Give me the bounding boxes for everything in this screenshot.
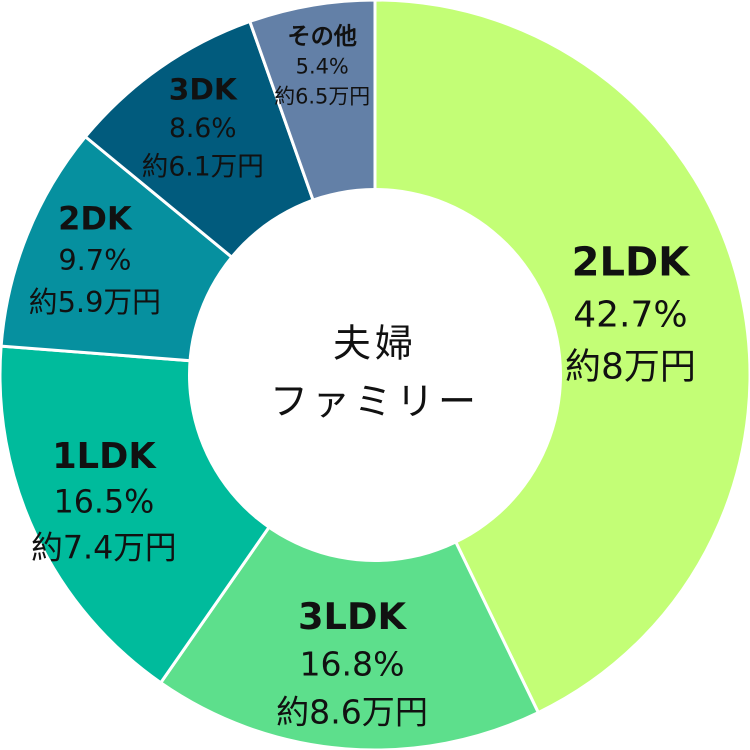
slice-amount-label: 約6.1万円 [142, 151, 264, 182]
center-title-line-1: 夫婦 [333, 322, 417, 366]
slice-amount-label: 約7.4万円 [31, 530, 176, 566]
slice-amount-label: 約6.5万円 [274, 85, 370, 109]
slice-percent-label: 8.6% [169, 113, 237, 144]
slice-amount-label: 約8万円 [565, 347, 696, 388]
slice-amount-label: 約8.6万円 [276, 692, 428, 731]
slice-percent-label: 16.8% [299, 645, 404, 684]
slice-percent-label: 9.7% [58, 243, 131, 277]
slice-category-label: 2LDK [572, 240, 692, 286]
donut-hole [188, 188, 562, 562]
slice-percent-label: 16.5% [54, 485, 155, 521]
slice-category-label: その他 [287, 23, 357, 50]
slice-percent-label: 5.4% [296, 55, 349, 79]
slice-labels: 2LDK 42.7% 約8万円 3LDK 16.8% 約8.6万円 1LDK 16.5% 約7.… [29, 23, 696, 732]
slice-category-label: 1LDK [52, 436, 157, 477]
slice-category-label: 2DK [58, 200, 133, 238]
slice-category-label: 3LDK [298, 595, 408, 638]
slice-amount-label: 約5.9万円 [29, 285, 161, 319]
slice-category-label: 3DK [169, 72, 238, 106]
slice-3LDK [158, 372, 541, 750]
slice-percent-label: 42.7% [573, 295, 687, 336]
center-title-line-2: ファミリー [270, 380, 480, 424]
